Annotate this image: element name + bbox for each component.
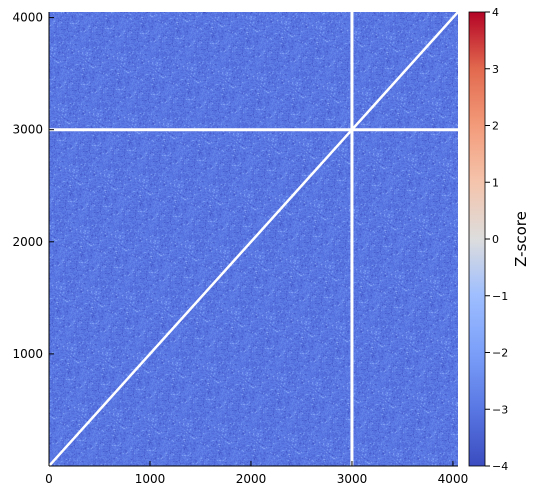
diagonal-line xyxy=(49,12,458,466)
colorbar-gradient xyxy=(468,11,486,467)
colorbar-tick-label: 1 xyxy=(492,176,499,189)
y-axis: 1000 2000 3000 4000 xyxy=(12,11,54,466)
y-tick-label: 2000 xyxy=(12,235,43,249)
colorbar-tick-label: 3 xyxy=(492,63,499,76)
plot-area xyxy=(49,12,458,466)
colorbar: −4 −3 −2 −1 0 1 2 3 4 Z-score xyxy=(468,6,530,473)
colorbar-tick-label: −4 xyxy=(492,460,508,473)
colorbar-tick-label: −2 xyxy=(492,347,508,360)
x-tick-label: 2000 xyxy=(236,472,267,486)
x-tick-label: 0 xyxy=(45,472,53,486)
colorbar-tick-label: −3 xyxy=(492,403,508,416)
y-tick-label: 4000 xyxy=(12,11,43,25)
y-tick-label: 1000 xyxy=(12,347,43,361)
colorbar-title: Z-score xyxy=(512,211,530,267)
x-tick-label: 3000 xyxy=(337,472,368,486)
colorbar-ticks: −4 −3 −2 −1 0 1 2 3 4 xyxy=(485,6,508,473)
x-tick-label: 1000 xyxy=(135,472,166,486)
colorbar-tick-label: −1 xyxy=(492,290,508,303)
x-tick-label: 4000 xyxy=(438,472,469,486)
heatmap-overlay xyxy=(49,12,458,466)
colorbar-tick-label: 0 xyxy=(492,233,499,246)
y-tick-label: 3000 xyxy=(12,123,43,137)
colorbar-tick-label: 4 xyxy=(492,6,499,19)
colorbar-tick-label: 2 xyxy=(492,120,499,133)
x-axis: 0 1000 2000 3000 4000 xyxy=(45,461,468,486)
